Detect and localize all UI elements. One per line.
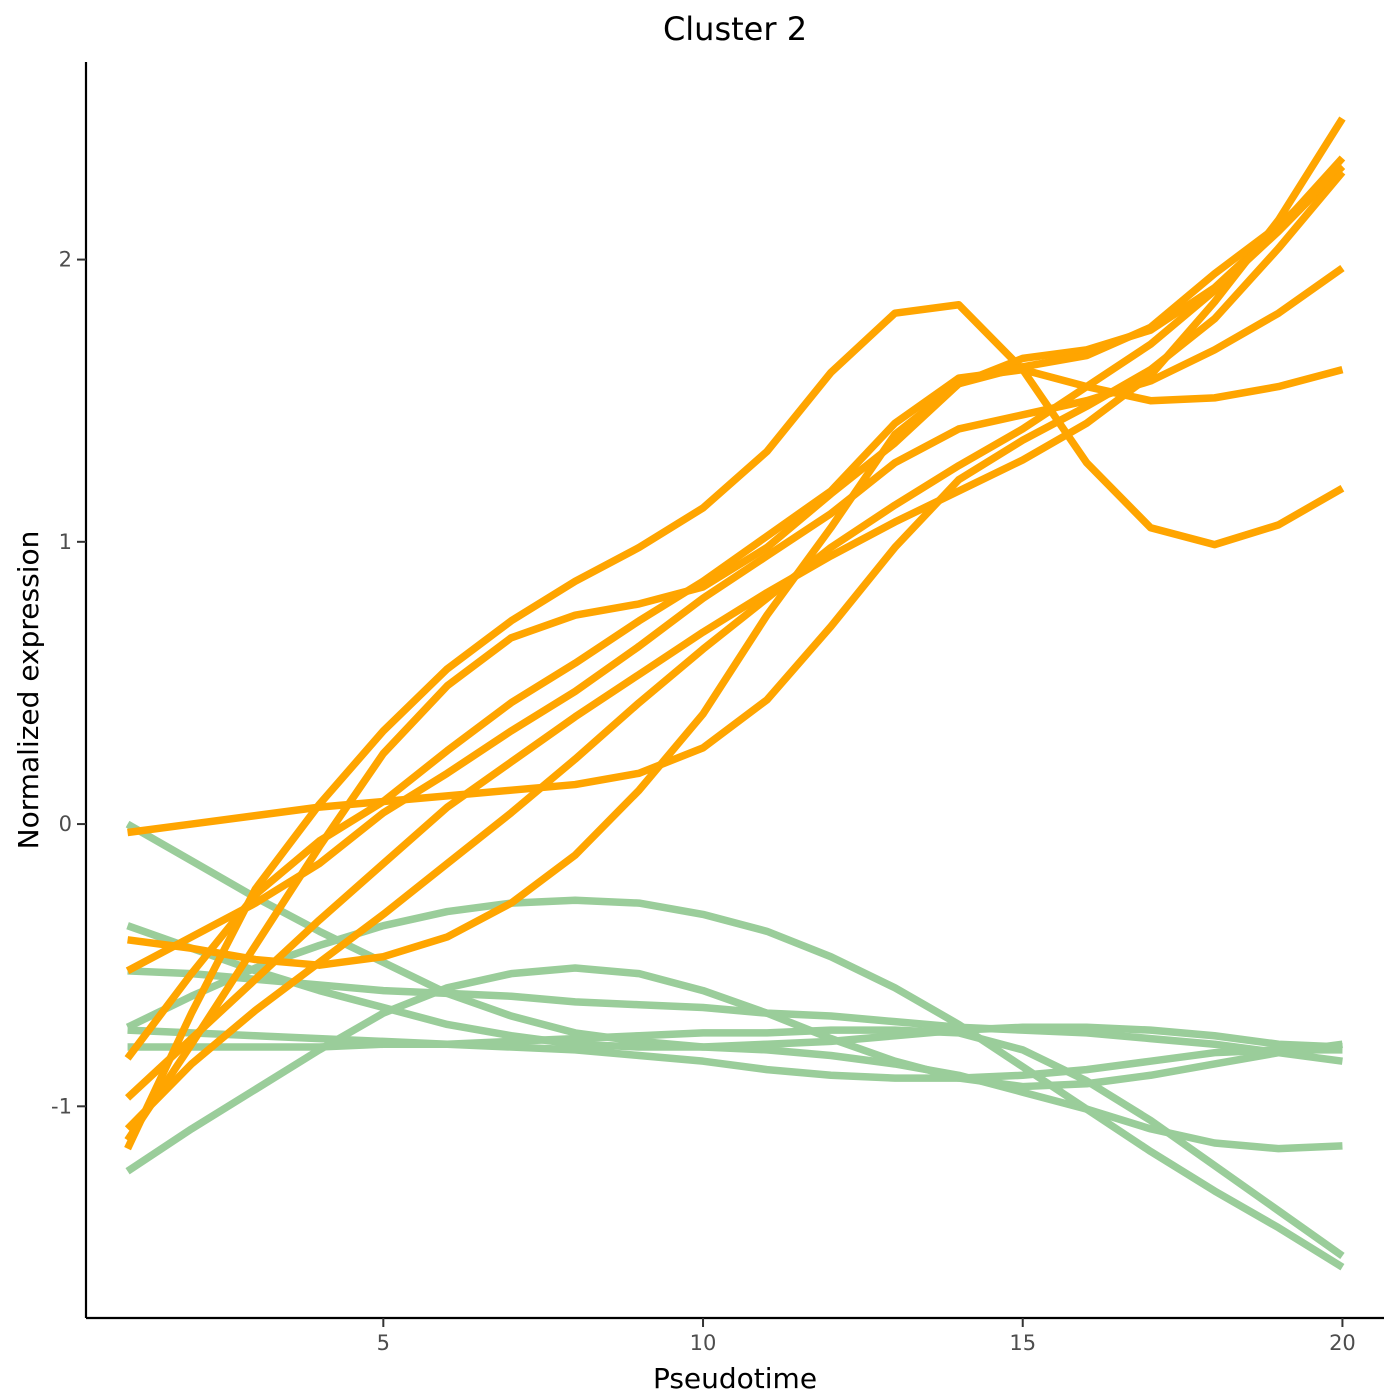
green-series-line-11 bbox=[125, 896, 1345, 1271]
x-tick-label-15: 15 bbox=[1009, 1331, 1036, 1355]
orange-series-line-6 bbox=[124, 163, 1346, 1132]
y-tick-label--1: -1 bbox=[51, 1094, 72, 1118]
green-series-line-12 bbox=[125, 964, 1343, 1175]
orange-series-line-7 bbox=[127, 163, 1345, 969]
y-tick-label-0: 0 bbox=[59, 812, 72, 836]
orange-series-line-5 bbox=[125, 264, 1345, 975]
orange-series-line-1 bbox=[124, 365, 1344, 1061]
x-tick-label-20: 20 bbox=[1329, 1331, 1356, 1355]
orange-series-line-8 bbox=[127, 169, 1346, 837]
chart-title: Cluster 2 bbox=[663, 10, 807, 48]
green-series-line-14 bbox=[127, 1026, 1343, 1082]
x-tick-label-5: 5 bbox=[377, 1331, 390, 1355]
orange-series-line-3 bbox=[124, 300, 1345, 1151]
plot-area bbox=[124, 116, 1346, 1271]
green-series-line-13 bbox=[127, 967, 1343, 1065]
tick-marks: 5 10 15 20 -1 0 1 2 bbox=[51, 248, 1356, 1355]
x-axis-title: Pseudotime bbox=[653, 1362, 817, 1395]
y-tick-label-1: 1 bbox=[59, 530, 72, 554]
y-axis-title: Normalized expression bbox=[12, 531, 45, 850]
green-series-line-10 bbox=[125, 820, 1343, 1153]
x-tick-label-10: 10 bbox=[690, 1331, 717, 1355]
orange-series-line-2 bbox=[124, 155, 1346, 1143]
axes bbox=[84, 62, 1384, 1320]
y-tick-label-2: 2 bbox=[59, 248, 72, 272]
green-series-line-15 bbox=[127, 1026, 1345, 1259]
